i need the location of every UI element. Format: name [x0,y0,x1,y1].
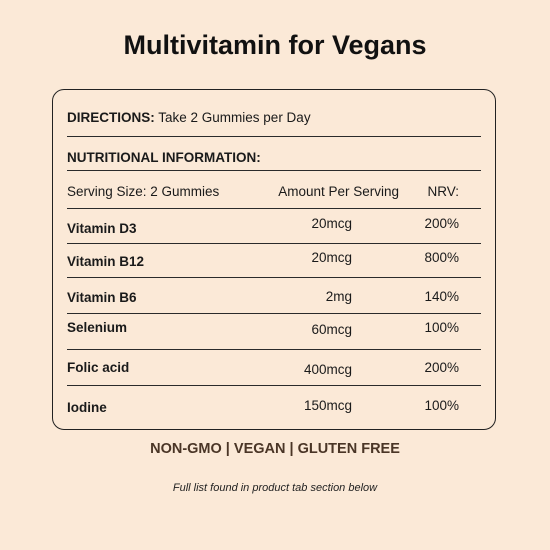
nutrient-nrv: 800% [424,250,459,265]
nutrient-nrv: 100% [424,398,459,413]
nutrient-name: Folic acid [67,360,130,375]
page-title: Multivitamin for Vegans [123,30,427,60]
directions-label: DIRECTIONS: [67,110,155,125]
nutrient-name: Vitamin B12 [67,254,145,269]
nutrient-name: Vitamin D3 [67,221,137,236]
nutrition-panel: DIRECTIONS: Take 2 Gummies per Day NUTRI… [52,89,496,430]
nutritional-heading: NUTRITIONAL INFORMATION: [67,150,261,165]
divider [67,385,481,386]
nutrient-name: Vitamin B6 [67,290,137,305]
divider [67,277,481,278]
divider [67,313,481,314]
divider [67,136,481,137]
nutrient-nrv: 200% [424,216,459,231]
divider [67,208,481,209]
header-nrv: NRV: [427,184,459,199]
nutrient-name: Iodine [67,400,107,415]
product-claims: NON-GMO | VEGAN | GLUTEN FREE [150,441,400,457]
nutrient-amount: 2mg [325,289,352,304]
directions-text: Take 2 Gummies per Day [158,110,311,125]
nutrient-nrv: 100% [424,320,459,335]
nutrient-amount: 20mcg [311,216,352,231]
nutrient-amount: 400mcg [303,362,352,377]
nutrient-amount: 60mcg [311,322,352,337]
nutrient-amount: 150mcg [303,398,352,413]
divider [67,170,481,171]
nutrient-nrv: 140% [424,289,459,304]
header-serving-size: Serving Size: 2 Gummies [67,184,220,199]
footer-note: Full list found in product tab section b… [172,482,378,494]
directions: DIRECTIONS: Take 2 Gummies per Day [67,110,311,125]
divider [67,243,481,244]
header-amount: Amount Per Serving [278,184,399,199]
divider [67,349,481,350]
nutrient-name: Selenium [67,320,128,335]
nutrient-nrv: 200% [424,360,459,375]
nutrient-amount: 20mcg [311,250,352,265]
